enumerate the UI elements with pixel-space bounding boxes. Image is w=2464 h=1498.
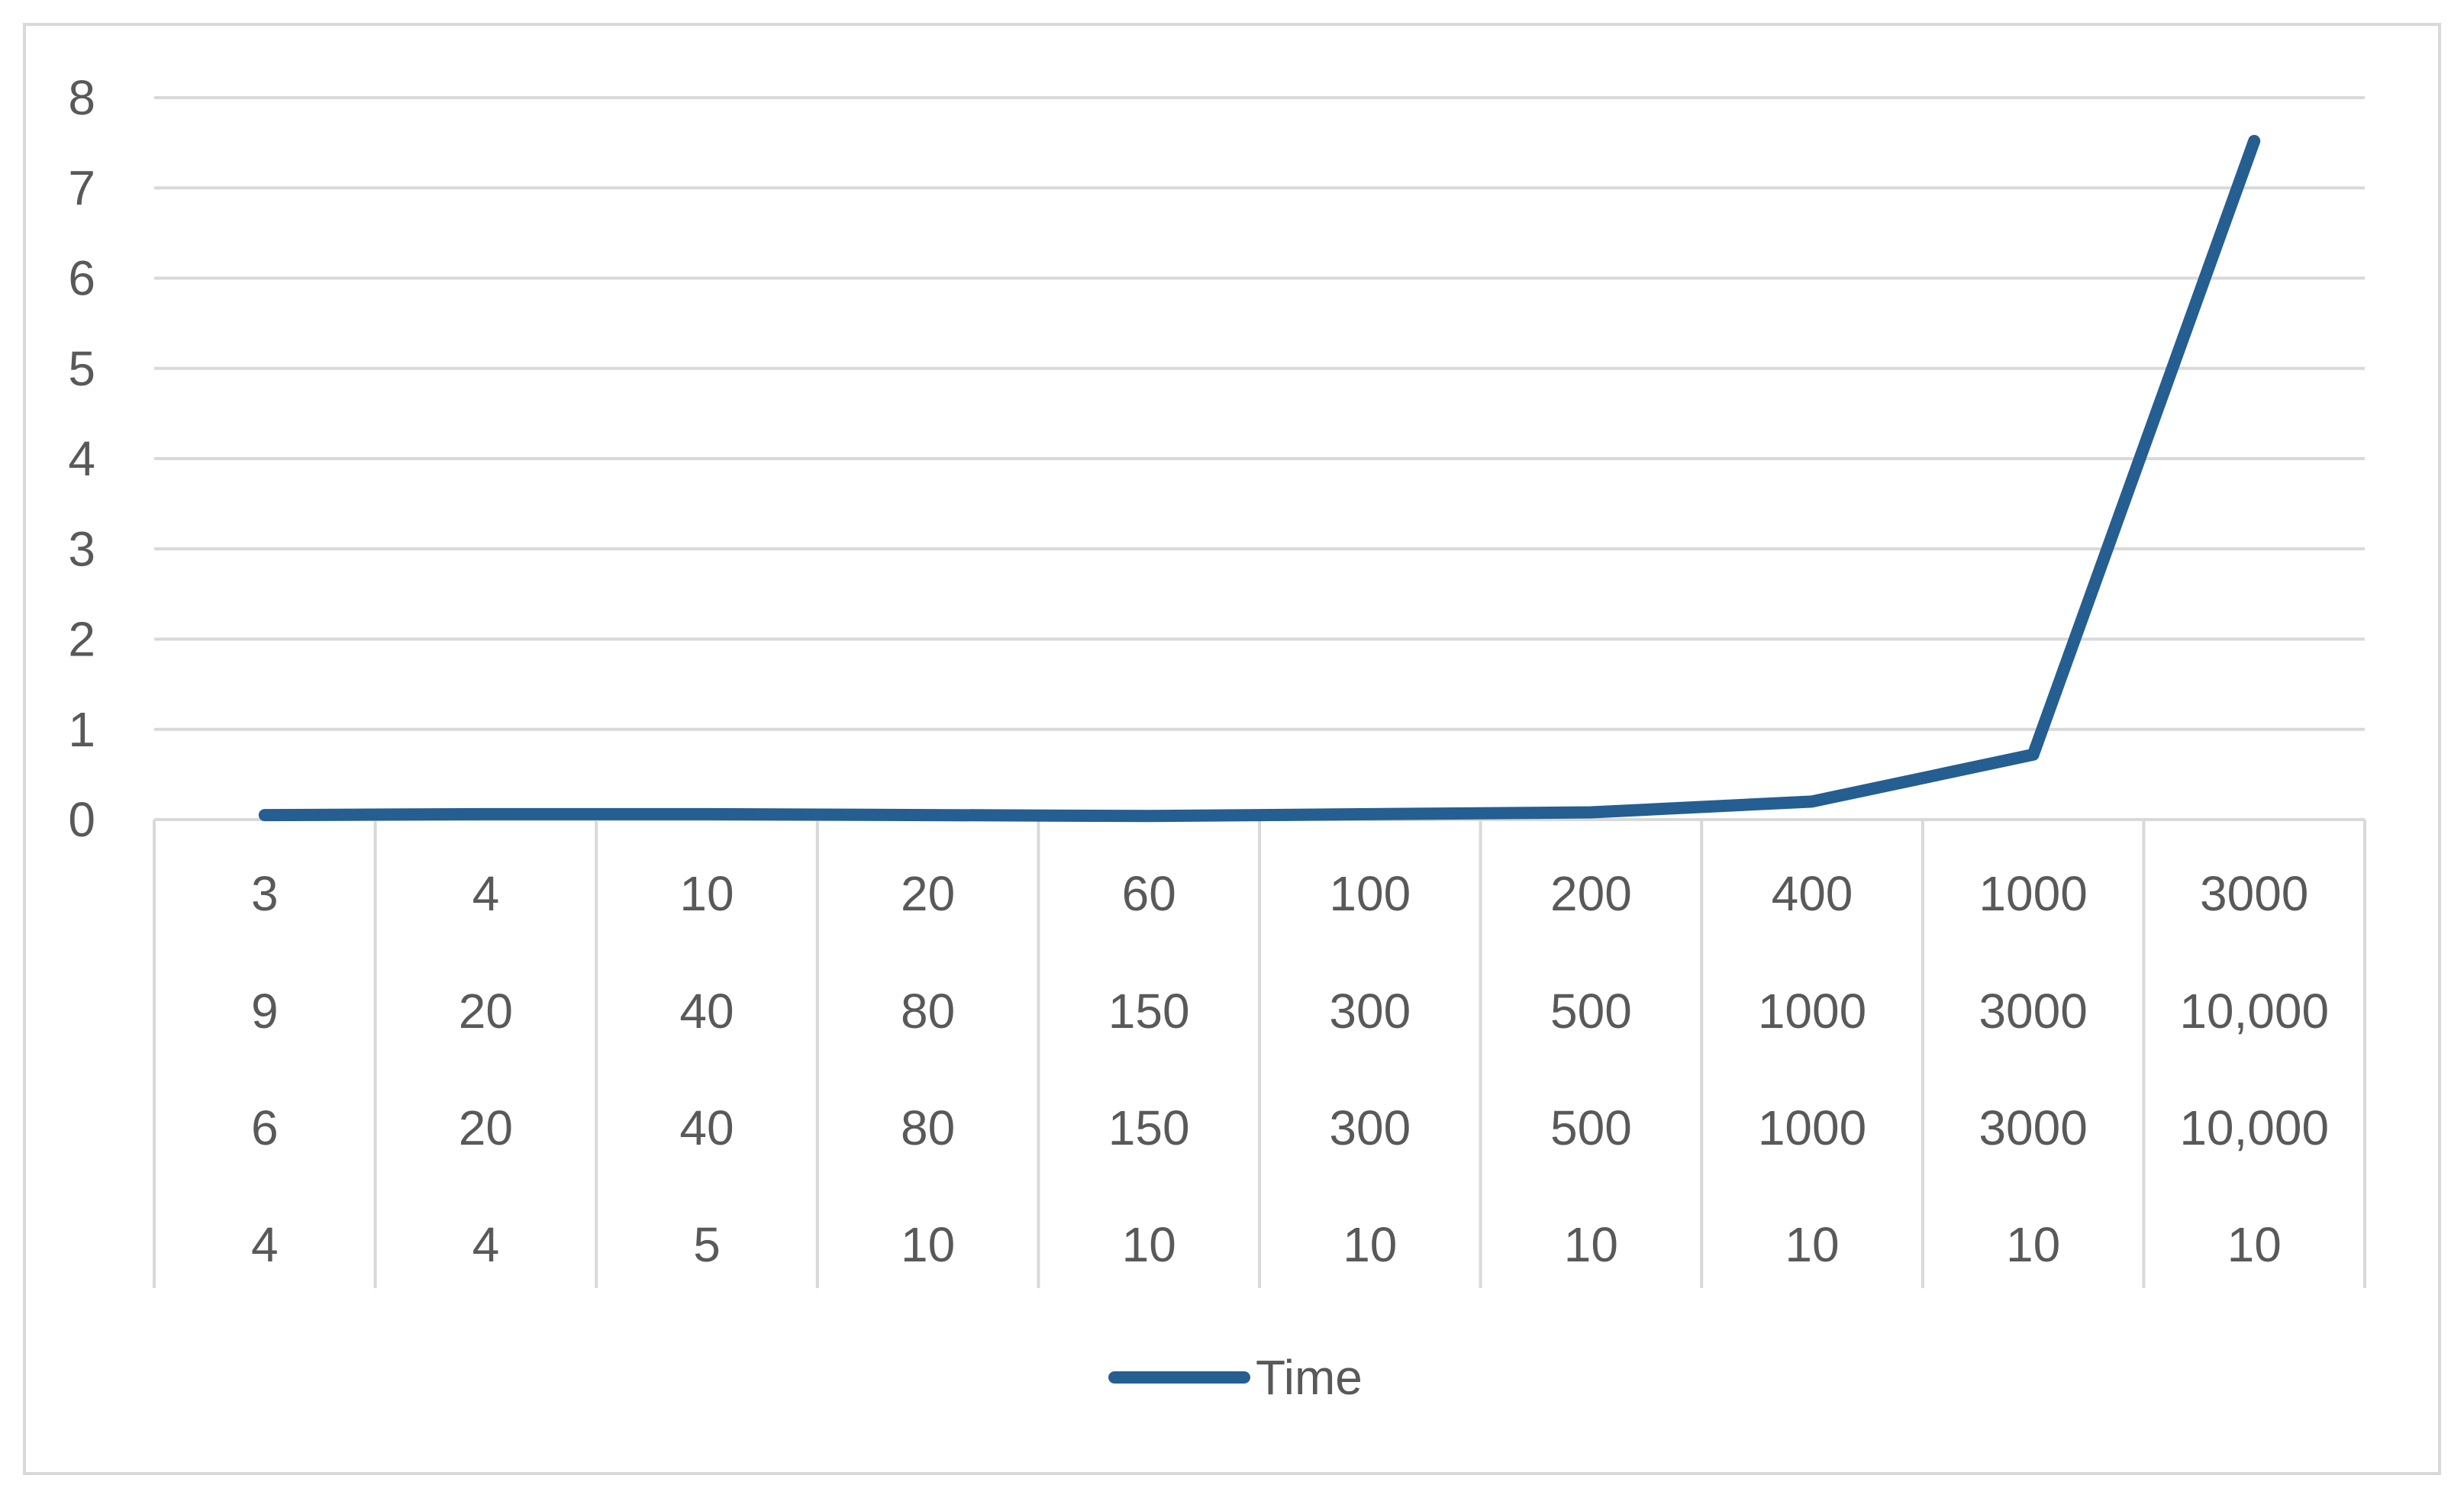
category-table: 3 9 6 4 4 20 20 4 10 40 40 5 20 80 80 10 60 150 150 10 100 30… [153, 820, 2366, 1288]
y-tick-label: 3 [68, 521, 95, 576]
x-tick-label: 6 [251, 1100, 279, 1155]
x-tick-label: 150 [1108, 984, 1190, 1039]
data-point [263, 814, 266, 817]
x-tick-label: 10 [1785, 1217, 1839, 1272]
y-tick-label: 6 [68, 251, 95, 306]
x-tick-label: 10 [901, 1217, 955, 1272]
x-tick-label: 1000 [1979, 866, 2087, 921]
legend: Time [1108, 1350, 1363, 1405]
data-point [927, 814, 929, 817]
y-tick-label: 5 [68, 341, 95, 396]
x-tick-label: 200 [1550, 866, 1632, 921]
y-tick-label: 0 [68, 792, 95, 847]
x-tick-label: 500 [1550, 984, 1632, 1039]
x-tick-label: 10 [1343, 1217, 1397, 1272]
x-tick-label: 1000 [1758, 984, 1866, 1039]
data-point [1590, 811, 1592, 813]
x-tick-label: 10,000 [2179, 984, 2329, 1039]
legend-label-time: Time [1256, 1350, 1363, 1405]
x-tick-label: 3000 [1979, 1100, 2087, 1155]
data-point [2253, 140, 2256, 142]
x-tick-label: 40 [679, 984, 734, 1039]
x-tick-label: 150 [1108, 1100, 1190, 1155]
x-tick-label: 10 [2006, 1217, 2060, 1272]
x-tick-label: 4 [472, 866, 500, 921]
data-point [1148, 815, 1150, 817]
x-tick-label: 10 [679, 866, 734, 921]
x-tick-label: 5 [693, 1217, 721, 1272]
y-axis-tick-labels: 0 1 2 3 4 5 6 7 8 [68, 70, 95, 847]
y-tick-label: 4 [68, 431, 95, 486]
x-tick-label: 100 [1329, 866, 1411, 921]
x-tick-label: 60 [1122, 866, 1176, 921]
x-tick-label: 20 [459, 984, 513, 1039]
x-tick-label: 10,000 [2179, 1100, 2329, 1155]
y-tick-label: 1 [68, 702, 95, 757]
data-point [1369, 813, 1371, 815]
x-tick-label: 4 [472, 1217, 500, 1272]
x-tick-label: 500 [1550, 1100, 1632, 1155]
data-point [706, 813, 708, 815]
y-tick-label: 7 [68, 160, 95, 215]
data-point [2032, 753, 2034, 755]
gridlines [154, 96, 2365, 821]
series-lines [258, 134, 2261, 823]
x-tick-label: 300 [1329, 984, 1411, 1039]
x-tick-label: 3000 [2200, 866, 2308, 921]
x-tick-label: 300 [1329, 1100, 1411, 1155]
x-tick-label: 3 [251, 866, 279, 921]
y-tick-label: 8 [68, 70, 95, 125]
x-tick-label: 3000 [1979, 984, 2087, 1039]
x-tick-label: 4 [251, 1217, 279, 1272]
x-tick-label: 10 [1122, 1217, 1176, 1272]
x-tick-label: 10 [1564, 1217, 1618, 1272]
x-tick-label: 80 [901, 1100, 955, 1155]
data-point [1811, 801, 1813, 803]
x-tick-label: 400 [1772, 866, 1853, 921]
y-tick-label: 2 [68, 612, 95, 667]
x-tick-label: 80 [901, 984, 955, 1039]
x-tick-label: 10 [2227, 1217, 2282, 1272]
data-point [485, 813, 487, 815]
x-tick-label: 9 [251, 984, 279, 1039]
x-tick-label: 1000 [1758, 1100, 1866, 1155]
series-line-time [258, 134, 2261, 823]
x-tick-label: 20 [459, 1100, 513, 1155]
x-tick-label: 40 [679, 1100, 734, 1155]
x-tick-label: 20 [901, 866, 955, 921]
